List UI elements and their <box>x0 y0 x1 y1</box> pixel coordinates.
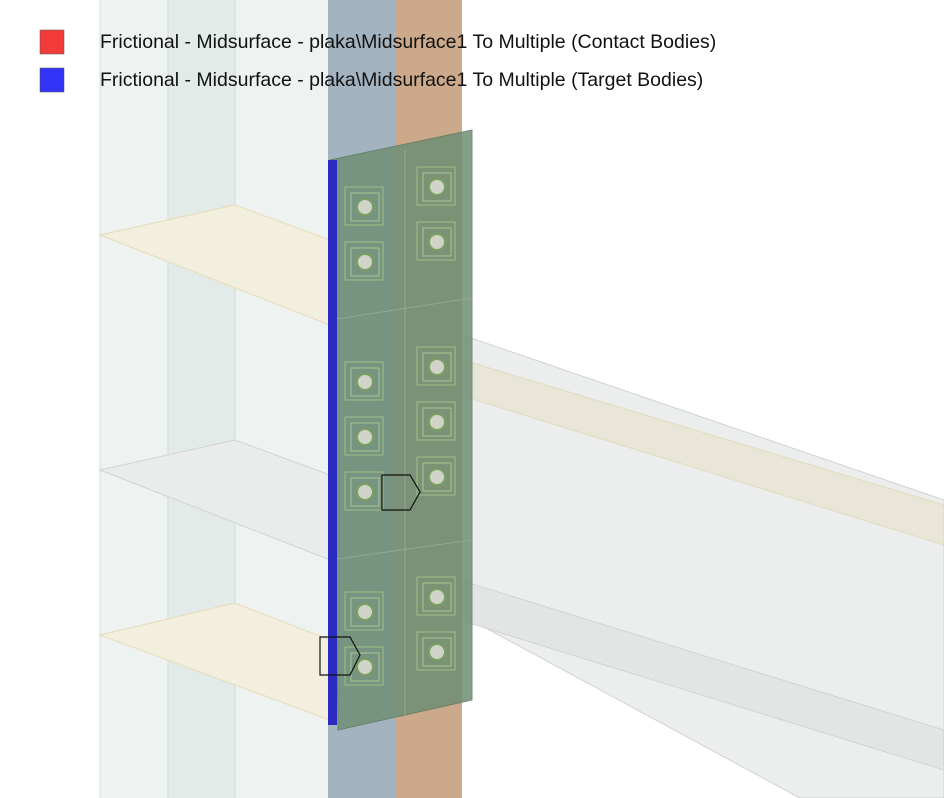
bolt-washer <box>350 477 380 507</box>
legend-label: Frictional - Midsurface - plaka\Midsurfa… <box>100 31 716 53</box>
bolt-washer <box>422 462 452 492</box>
bolt-washer <box>416 631 456 671</box>
bolt-washer <box>416 221 456 261</box>
bolt-washer <box>344 186 384 226</box>
bolt-washer <box>344 646 384 686</box>
target-face <box>328 160 337 725</box>
bolt-head <box>356 428 374 446</box>
bolt-washer <box>422 172 452 202</box>
bolt-head <box>428 358 446 376</box>
bolt-washer <box>416 576 456 616</box>
bolt-head <box>356 483 374 501</box>
bolt-washer <box>350 192 380 222</box>
bolt-washer <box>350 367 380 397</box>
bolt-washer <box>422 582 452 612</box>
bolt-head <box>356 198 374 216</box>
bolt-washer <box>416 166 456 206</box>
bolt-washer <box>344 591 384 631</box>
bolt-washer <box>350 652 380 682</box>
bolt-head <box>356 658 374 676</box>
bolt-washer <box>350 422 380 452</box>
plate-edge <box>329 297 473 321</box>
bolt-washer <box>350 597 380 627</box>
bolt-washer <box>344 241 384 281</box>
legend-swatch <box>39 67 65 93</box>
marker <box>319 636 361 676</box>
bolt-washer <box>422 637 452 667</box>
bolt-washer <box>416 346 456 386</box>
plate-edge <box>329 539 473 561</box>
legend-swatch <box>39 29 65 55</box>
bolt-washer <box>350 247 380 277</box>
bolt-washer <box>422 407 452 437</box>
bolt-washer <box>416 401 456 441</box>
bolt-head <box>356 253 374 271</box>
bolt-washer <box>344 471 384 511</box>
bolt-head <box>428 178 446 196</box>
bolts <box>344 166 456 686</box>
legend: Frictional - Midsurface - plaka\Midsurfa… <box>39 29 716 93</box>
bolt-washer <box>422 352 452 382</box>
bolt-head <box>356 373 374 391</box>
bolt-washer <box>422 227 452 257</box>
bolt-head <box>428 588 446 606</box>
legend-label: Frictional - Midsurface - plaka\Midsurfa… <box>100 69 703 91</box>
bolt-head <box>428 233 446 251</box>
bolt-washer <box>416 456 456 496</box>
bolt-head <box>428 413 446 431</box>
bolt-washer <box>344 361 384 401</box>
bolt-head <box>428 643 446 661</box>
marker <box>381 474 421 511</box>
bolt-head <box>428 468 446 486</box>
bolt-head <box>356 603 374 621</box>
bolt-washer <box>344 416 384 456</box>
